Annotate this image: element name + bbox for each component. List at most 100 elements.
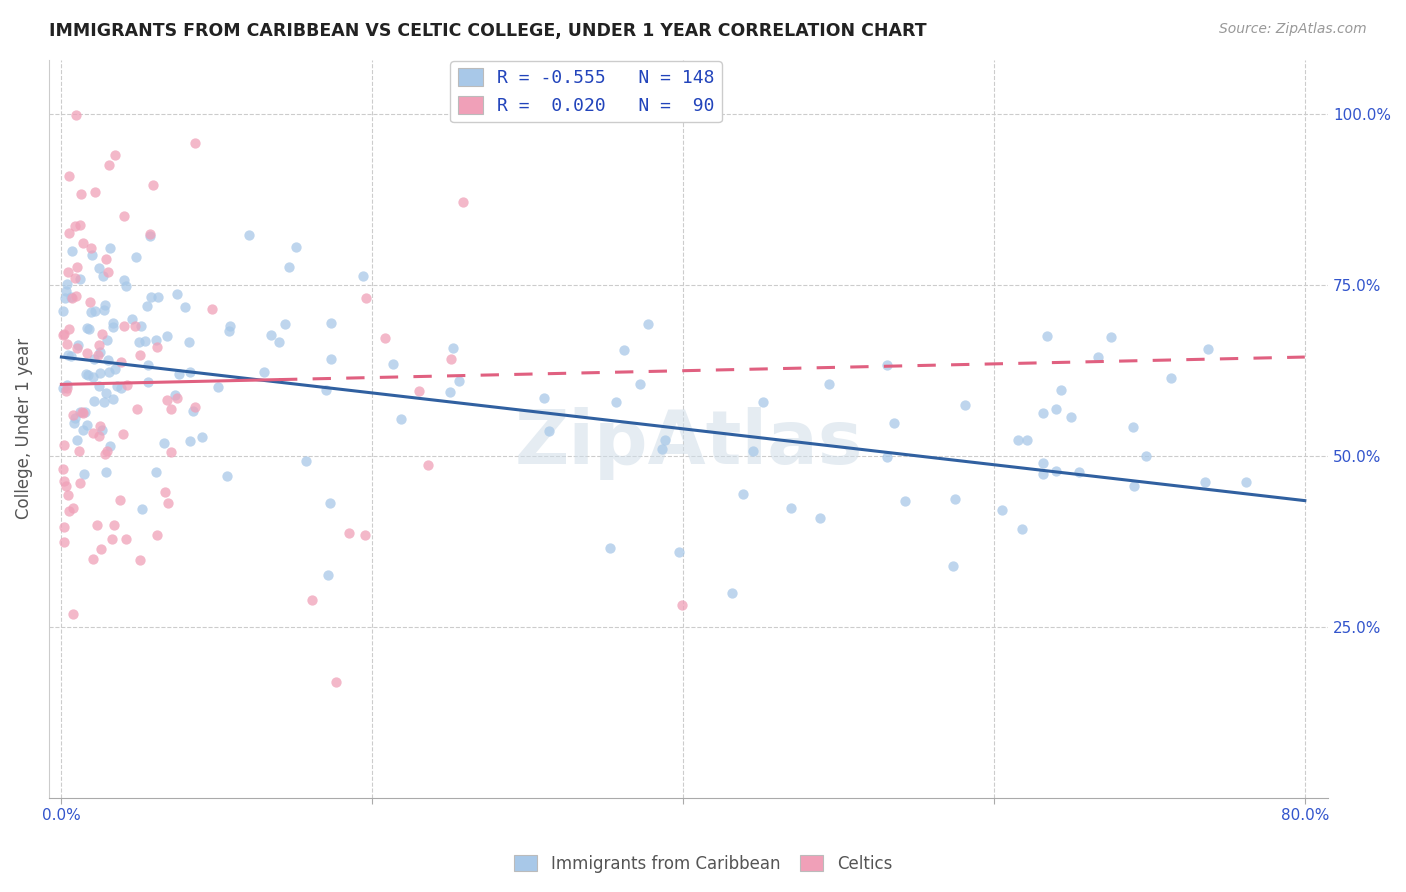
Point <box>65 108 87 122</box>
Point <box>83 394 105 409</box>
Point <box>83 352 105 367</box>
Point <box>273 317 295 331</box>
Point <box>114 278 136 293</box>
Point <box>441 341 464 355</box>
Point <box>56 488 79 502</box>
Point <box>238 227 260 242</box>
Point <box>354 528 377 542</box>
Point <box>52 381 75 395</box>
Point <box>321 352 343 367</box>
Point <box>56 348 79 362</box>
Point <box>284 240 307 254</box>
Point <box>98 439 121 453</box>
Point <box>174 300 197 314</box>
Point <box>67 338 90 352</box>
Point <box>89 366 111 380</box>
Point <box>72 423 94 437</box>
Point <box>66 434 89 448</box>
Point <box>319 496 342 510</box>
Point <box>52 438 75 452</box>
Point <box>451 195 474 210</box>
Point <box>86 518 108 533</box>
Point <box>69 405 91 419</box>
Point <box>1015 433 1038 447</box>
Point <box>53 291 76 305</box>
Point <box>145 340 167 354</box>
Point <box>439 384 461 399</box>
Point <box>131 501 153 516</box>
Point <box>599 541 621 555</box>
Point <box>165 388 187 402</box>
Point <box>103 518 125 533</box>
Point <box>97 365 120 379</box>
Point <box>82 551 104 566</box>
Point <box>72 405 94 419</box>
Point <box>89 429 111 443</box>
Point <box>121 312 143 326</box>
Point <box>87 261 110 276</box>
Point <box>1060 410 1083 425</box>
Point <box>148 290 170 304</box>
Point <box>89 345 111 359</box>
Point <box>80 248 103 262</box>
Point <box>1234 475 1257 489</box>
Point <box>98 241 121 255</box>
Point <box>139 229 162 244</box>
Point <box>52 462 75 476</box>
Point <box>96 333 118 347</box>
Point <box>90 423 112 437</box>
Point <box>112 319 135 334</box>
Point <box>82 426 104 441</box>
Point <box>991 503 1014 517</box>
Point <box>894 493 917 508</box>
Point <box>742 444 765 458</box>
Point <box>183 404 205 418</box>
Point <box>97 264 120 278</box>
Point <box>654 433 676 447</box>
Point <box>66 260 89 274</box>
Point <box>440 352 463 367</box>
Point <box>105 378 128 392</box>
Point <box>628 377 651 392</box>
Point <box>94 465 117 479</box>
Point <box>101 532 124 546</box>
Point <box>352 268 374 283</box>
Point <box>56 336 79 351</box>
Point <box>153 485 176 500</box>
Point <box>103 316 125 330</box>
Point <box>96 444 118 458</box>
Point <box>295 454 318 468</box>
Point <box>93 394 115 409</box>
Point <box>218 318 240 333</box>
Point <box>191 430 214 444</box>
Point <box>93 303 115 318</box>
Point <box>418 458 440 472</box>
Point <box>1036 328 1059 343</box>
Point <box>112 426 135 441</box>
Point <box>260 328 283 343</box>
Point <box>55 285 77 299</box>
Point <box>160 402 183 417</box>
Point <box>1045 401 1067 416</box>
Point <box>69 219 91 233</box>
Point <box>1007 433 1029 447</box>
Point <box>89 337 111 351</box>
Point <box>73 467 96 482</box>
Point <box>613 343 636 357</box>
Point <box>128 334 150 349</box>
Point <box>319 316 342 330</box>
Point <box>65 411 87 425</box>
Point <box>52 520 75 534</box>
Point <box>447 374 470 388</box>
Point <box>97 158 120 172</box>
Point <box>1194 475 1216 489</box>
Point <box>55 377 77 392</box>
Point <box>110 355 132 369</box>
Point <box>112 273 135 287</box>
Point <box>103 392 125 406</box>
Point <box>721 586 744 600</box>
Point <box>101 319 124 334</box>
Point <box>94 385 117 400</box>
Point <box>136 298 159 312</box>
Point <box>817 377 839 392</box>
